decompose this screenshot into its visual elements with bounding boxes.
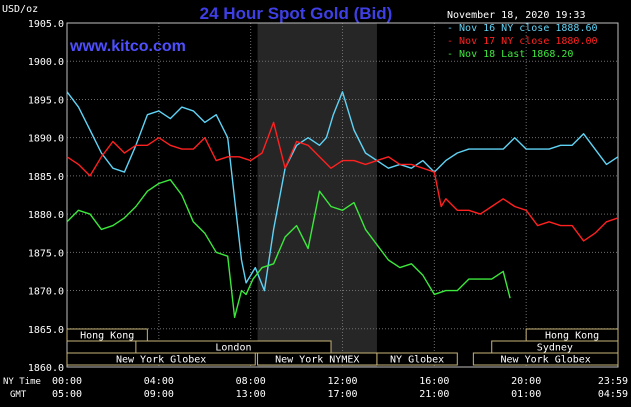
legend-entry: - Nov 18 Last 1868.20 [447, 49, 573, 60]
y-tick-label: 1860.0 [28, 363, 64, 374]
legend-entry: - Nov 17 NY close 1880.00 [447, 36, 598, 47]
session-label: New York NYMEX [275, 355, 359, 366]
x-axis-ticks: 00:00 05:00 04:00 09:00 08:00 13:00 12:00 17:00… [52, 376, 628, 400]
session-box: New York Globex [472, 352, 619, 366]
legend-entry: - Nov 16 NY close 1888.60 [447, 23, 598, 34]
x-tick-gmt: 01:00 [511, 389, 541, 400]
x-tick-gmt: 21:00 [419, 389, 449, 400]
y-tick-label: 1895.0 [28, 95, 64, 106]
series-lines [66, 91, 619, 318]
session-box-frame [66, 328, 148, 342]
plot-border [66, 22, 619, 368]
x-tick-ny: 20:00 [511, 376, 541, 387]
series-line [66, 121, 619, 242]
y-tick-label: 1880.0 [28, 210, 64, 221]
ny-time-label: NY Time [3, 377, 41, 387]
session-label: New York Globex [116, 355, 206, 366]
session-box: Sydney [491, 340, 619, 354]
y-tick-label: 1875.0 [28, 248, 64, 259]
x-tick-ny: 00:00 [52, 376, 82, 387]
x-tick-ny: 16:00 [419, 376, 449, 387]
y-axis-ticks: 1905.0 1900.0 1895.0 1890.0 1885.0 1880.0 1875… [28, 19, 64, 374]
session-box-frame [472, 352, 619, 366]
session-box: Hong Kong [66, 328, 148, 342]
session-box-frame [66, 352, 256, 366]
y-tick-label: 1905.0 [28, 19, 64, 30]
x-tick-ny: 08:00 [236, 376, 266, 387]
session-label: Hong Kong [80, 331, 134, 342]
legend: - Nov 16 NY close 1888.60 - Nov 17 NY clo… [447, 23, 598, 60]
x-tick-gmt: 13:00 [236, 389, 266, 400]
chart-title: 24 Hour Spot Gold (Bid) [200, 4, 393, 23]
y-axis-unit-label: USD/oz [2, 4, 38, 15]
session-label: Hong Kong [545, 331, 599, 342]
x-tick-gmt: 05:00 [52, 389, 82, 400]
session-label: NY Globex [390, 355, 444, 366]
session-label: New York Globex [501, 355, 591, 366]
session-box: Hong Kong [525, 328, 619, 342]
brand-url: www.kitco.com [69, 38, 186, 55]
x-tick-gmt: 04:59 [598, 389, 628, 400]
y-tick-label: 1870.0 [28, 287, 64, 298]
y-tick-label: 1865.0 [28, 325, 64, 336]
session-box: NY Globex [376, 352, 458, 366]
session-label: Sydney [537, 343, 573, 354]
gmt-label: GMT [10, 390, 27, 400]
series-line [66, 91, 619, 292]
session-box: London [135, 340, 332, 354]
x-tick-gmt: 17:00 [327, 389, 357, 400]
x-tick-ny: 04:00 [144, 376, 174, 387]
x-tick-ny: 23:59 [598, 376, 628, 387]
session-box: New York Globex [66, 352, 256, 366]
session-box-frame [376, 352, 458, 366]
nymex-shaded-band [257, 23, 377, 367]
chart-datetime: November 18, 2020 19:33 [447, 10, 585, 21]
session-label: London [215, 343, 251, 354]
y-tick-label: 1885.0 [28, 172, 64, 183]
x-tick-gmt: 09:00 [144, 389, 174, 400]
y-tick-label: 1900.0 [28, 57, 64, 68]
x-tick-ny: 12:00 [327, 376, 357, 387]
y-tick-label: 1890.0 [28, 134, 64, 145]
series-line [66, 179, 511, 318]
session-box: New York NYMEX [257, 352, 378, 366]
